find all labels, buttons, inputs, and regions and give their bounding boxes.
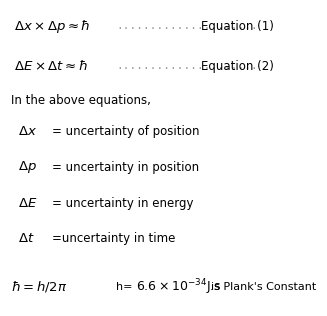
Text: Equation (1): Equation (1) <box>201 20 274 33</box>
Text: is Plank's Constant: is Plank's Constant <box>211 282 316 292</box>
Text: $\Delta E$: $\Delta E$ <box>18 197 38 210</box>
Text: =uncertainty in time: =uncertainty in time <box>52 232 176 245</box>
Text: $\Delta x\times\Delta p\approx\hbar$: $\Delta x\times\Delta p\approx\hbar$ <box>14 18 91 34</box>
Text: $\hbar=h/2\pi$: $\hbar=h/2\pi$ <box>11 279 68 294</box>
Text: Equation (2): Equation (2) <box>201 60 274 73</box>
Text: = uncertainty of position: = uncertainty of position <box>52 125 200 138</box>
Text: $\Delta E\times\Delta t\approx\hbar$: $\Delta E\times\Delta t\approx\hbar$ <box>14 59 88 73</box>
Text: $\Delta p$: $\Delta p$ <box>18 159 37 175</box>
Text: h=: h= <box>116 282 133 292</box>
Text: $\Delta t$: $\Delta t$ <box>18 232 35 245</box>
Text: $6.6\times10^{-34}$J.s: $6.6\times10^{-34}$J.s <box>136 277 222 297</box>
Text: $\Delta x$: $\Delta x$ <box>18 125 37 138</box>
Text: = uncertainty in position: = uncertainty in position <box>52 161 199 174</box>
Text: In the above equations,: In the above equations, <box>11 94 151 107</box>
Text: = uncertainty in energy: = uncertainty in energy <box>52 197 194 210</box>
Text: .....................: ..................... <box>116 61 258 71</box>
Text: .....................: ..................... <box>116 21 258 31</box>
